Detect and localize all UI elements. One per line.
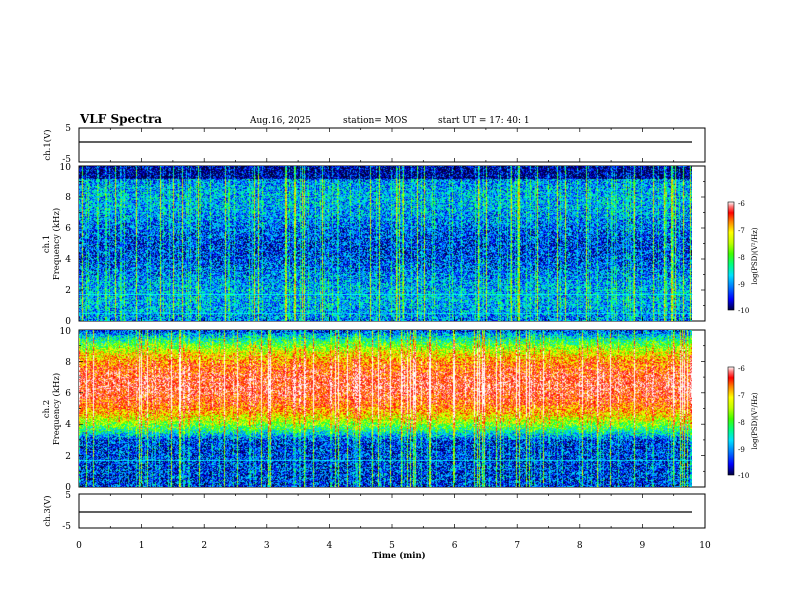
x-tick-label: 5 [389, 541, 395, 551]
ch1-freq-tick-8: 8 [65, 193, 71, 203]
ch2-freq-tick-10: 10 [60, 327, 72, 337]
ch1-waveform-ticks [78, 128, 706, 162]
ch2-colorbar-ramp [727, 366, 735, 476]
x-tick-label: 10 [699, 541, 711, 551]
ch1-spectrogram-image [79, 166, 693, 321]
ch1-freq-tick-10: 10 [60, 163, 72, 173]
ch1-colorbar: -6 -7 -8 -9 -10 log(PSD)(V²/Hz) [727, 200, 759, 315]
ch3-waveform-ticks [78, 494, 706, 528]
ch2-freq-tick-2: 2 [65, 452, 71, 462]
ch1-spectrogram-ticks [78, 165, 706, 322]
x-axis-label: Time (min) [372, 550, 425, 561]
x-tick-label: 6 [452, 541, 458, 551]
ch2-spectrogram-ylabel-freq: Frequency (kHz) [51, 373, 62, 445]
ch1-colorbar-label: log(PSD)(V²/Hz) [751, 227, 759, 284]
ch2-freq-tick-8: 8 [65, 358, 71, 368]
x-tick-label: 3 [264, 541, 270, 551]
ch1-ytick-top: 5 [65, 124, 71, 134]
ch1-waveform-frame [78, 127, 706, 163]
ch2-freq-tick-0: 0 [65, 483, 71, 493]
ch2-cb-tick-m9: -9 [738, 446, 745, 454]
ch3-waveform-ylabel: ch.3(V) [42, 495, 53, 526]
ch2-cb-tick-m6: -6 [738, 365, 745, 373]
ch1-freq-tick-4: 4 [65, 255, 71, 265]
ch2-freq-tick-4: 4 [65, 420, 71, 430]
ch1-cb-tick-m6: -6 [738, 200, 745, 208]
ch2-colorbar-label: log(PSD)(V²/Hz) [751, 392, 759, 449]
ch1-colorbar-ramp [727, 201, 735, 311]
x-tick-label: 1 [139, 541, 145, 551]
ch1-spectrogram-ylabel-channel: ch.1 [42, 235, 52, 253]
ch2-cb-tick-m8: -8 [738, 419, 745, 427]
spectrogram-raster [79, 330, 692, 487]
ch2-spectrogram-ylabel-channel: ch.2 [42, 400, 52, 418]
ch2-freq-tick-6: 6 [65, 389, 71, 399]
x-tick-label: 8 [577, 541, 583, 551]
ch2-cb-tick-m10: -10 [738, 472, 749, 480]
ch2-spectrogram-panel: 0 2 4 6 8 10 ch.2 Frequency (kHz) [42, 327, 706, 493]
ch1-freq-tick-0: 0 [65, 317, 71, 327]
start-time-label: start UT = 17: 40: 1 [438, 116, 530, 126]
x-tick-label: 0 [76, 541, 82, 551]
x-tick-label: 7 [514, 541, 520, 551]
ch2-spectrogram-ticks [78, 329, 706, 488]
spectrogram-raster [79, 166, 692, 321]
ch1-freq-tick-6: 6 [65, 224, 71, 234]
ch1-cb-tick-m9: -9 [738, 281, 745, 289]
ch3-waveform-frame [78, 493, 706, 529]
ch2-cb-tick-m7: -7 [738, 392, 745, 400]
ch2-spectrogram-image [79, 330, 693, 487]
ch3-waveform-panel: 5 -5 ch.3(V) [42, 491, 706, 532]
ch3-ytick-top: 5 [65, 491, 71, 501]
x-tick-label: 2 [201, 541, 207, 551]
date-label: Aug.16, 2025 [249, 116, 311, 126]
figure-title: VLF Spectra [79, 112, 162, 126]
ch1-cb-tick-m7: -7 [738, 227, 745, 235]
station-label: station= MOS [343, 116, 407, 126]
x-axis-tick-labels: 0 1 2 3 4 5 6 7 8 9 10 [76, 541, 711, 551]
x-tick-label: 4 [327, 541, 333, 551]
ch1-cb-tick-m8: -8 [738, 254, 745, 262]
ch2-colorbar: -6 -7 -8 -9 -10 log(PSD)(V²/Hz) [727, 365, 759, 480]
ch1-waveform-panel: 5 -5 ch.1(V) [42, 124, 706, 165]
ch1-freq-tick-2: 2 [65, 286, 71, 296]
ch1-ytick-bottom: -5 [62, 155, 71, 165]
ch1-spectrogram-ylabel-freq: Frequency (kHz) [51, 208, 62, 280]
ch1-cb-tick-m10: -10 [738, 307, 749, 315]
ch3-ytick-bottom: -5 [62, 522, 71, 532]
ch1-waveform-ylabel: ch.1(V) [42, 129, 53, 160]
x-tick-label: 9 [640, 541, 646, 551]
ch1-spectrogram-panel: 0 2 4 6 8 10 ch.1 Frequency (kHz) [42, 163, 706, 327]
